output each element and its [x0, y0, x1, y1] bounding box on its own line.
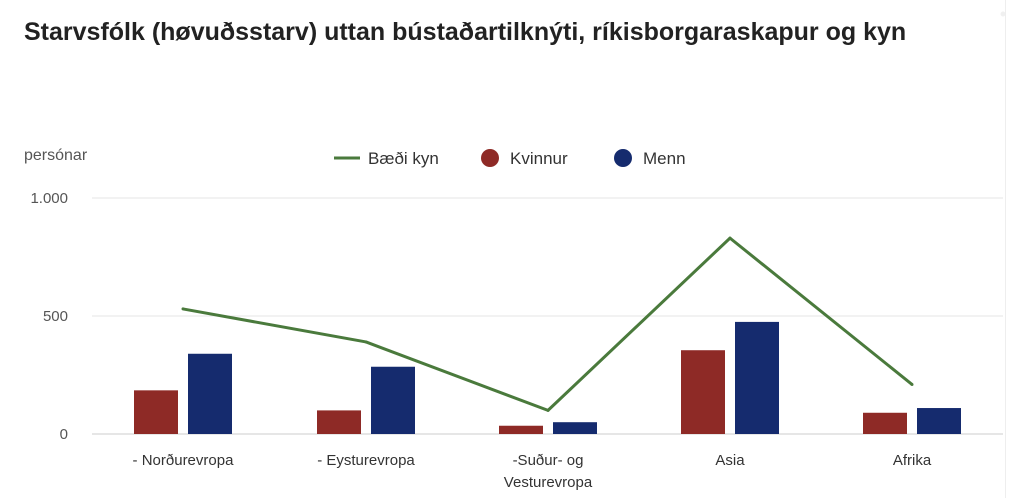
line-point — [364, 340, 368, 344]
bar-menn — [553, 422, 597, 434]
line-point — [910, 382, 914, 386]
legend-label: Menn — [643, 149, 686, 168]
bar-menn — [371, 366, 415, 434]
x-tick-label: - Norðurevropa — [133, 452, 235, 469]
bar-kvinnur — [681, 350, 725, 434]
bar-kvinnur — [317, 410, 361, 434]
bar-kvinnur — [499, 425, 543, 434]
bar-kvinnur — [863, 412, 907, 434]
bar-menn — [188, 353, 232, 434]
line-baedi-kyn — [182, 236, 913, 412]
x-tick-label: Afrika — [893, 452, 932, 469]
y-tick-label: 0 — [60, 426, 68, 443]
y-tick-label: 500 — [43, 308, 68, 325]
legend-label: Kvinnur — [510, 149, 568, 168]
line-point — [546, 408, 550, 412]
x-tick-label: - Eysturevropa — [317, 452, 415, 469]
line-point — [728, 236, 732, 240]
bar-kvinnur — [134, 390, 178, 434]
y-tick-label: 1.000 — [30, 190, 68, 207]
chart-title: Starvsfólk (høvuðsstarv) uttan bústaðart… — [24, 18, 907, 46]
panel-edge-divider — [1005, 0, 1006, 498]
bar-menn — [917, 408, 961, 434]
y-axis-label: persónar — [24, 147, 88, 164]
bar-menn — [735, 321, 779, 434]
legend-swatch-dot — [481, 149, 499, 167]
legend-label: Bæði kyn — [368, 149, 439, 168]
legend-swatch-dot — [614, 149, 632, 167]
line-point — [181, 307, 185, 311]
corner-dot — [1000, 11, 1006, 17]
x-tick-label: -Suður- og Vesturevropa — [504, 452, 593, 491]
x-tick-label: Asia — [715, 452, 745, 469]
